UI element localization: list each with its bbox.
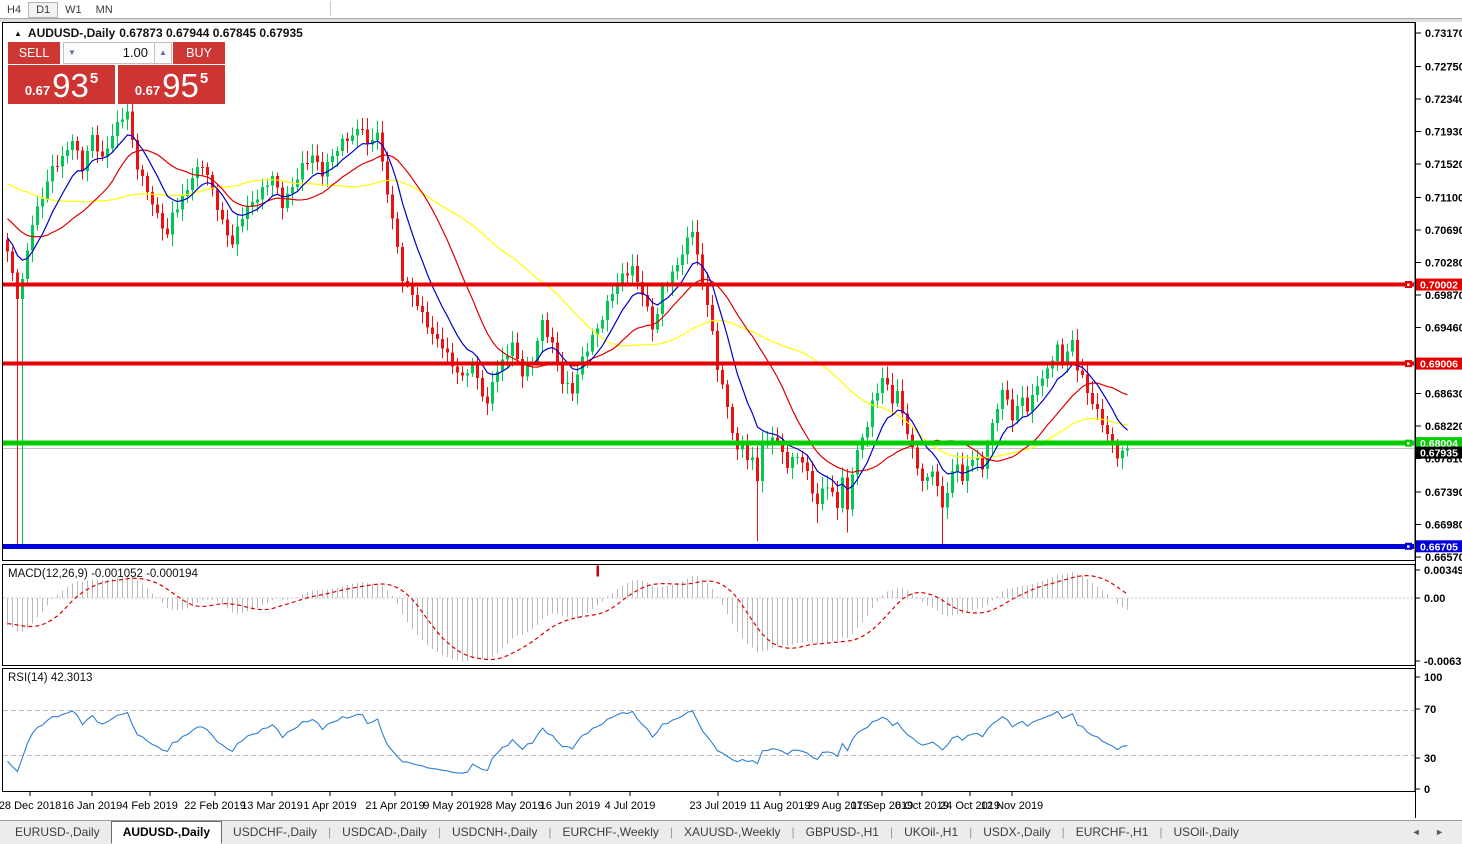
buy-price-pip: 5	[199, 70, 209, 87]
svg-text:0.66705: 0.66705	[1420, 541, 1458, 553]
collapse-triangle-icon[interactable]: ▲	[14, 29, 22, 38]
svg-text:0.68220: 0.68220	[1425, 421, 1462, 433]
buy-price-big: 95	[162, 67, 199, 104]
svg-text:22 Feb 2019: 22 Feb 2019	[184, 800, 246, 812]
buy-price-prefix: 0.67	[134, 83, 161, 98]
tab-xauusd-weekly[interactable]: XAUUSD-,Weekly	[684, 825, 781, 839]
chart-symbol-label: AUDUSD-,Daily	[27, 26, 116, 40]
tab-eurusd-daily[interactable]: EURUSD-,Daily	[15, 825, 100, 839]
chart-ohlc-values: 0.67873 0.67944 0.67845 0.67935	[119, 26, 303, 40]
svg-text:0.72340: 0.72340	[1425, 94, 1462, 106]
svg-text:30: 30	[1424, 753, 1436, 765]
svg-text:16 Jun 2019: 16 Jun 2019	[540, 800, 601, 812]
volume-input[interactable]: 1.00	[80, 42, 154, 64]
svg-text:100: 100	[1424, 672, 1442, 684]
sell-button[interactable]: SELL	[8, 42, 60, 64]
svg-text:0.67935: 0.67935	[1420, 448, 1458, 460]
svg-text:16 Jan 2019: 16 Jan 2019	[62, 800, 123, 812]
svg-text:0.00: 0.00	[1424, 593, 1445, 605]
rsi-label: RSI(14) 42.3013	[8, 672, 93, 684]
svg-text:4 Jul 2019: 4 Jul 2019	[605, 800, 656, 812]
svg-text:0.66980: 0.66980	[1425, 519, 1462, 531]
toolbar-strip	[0, 19, 1462, 22]
svg-text:6 Oct 2019: 6 Oct 2019	[895, 800, 949, 812]
sell-price-pip: 5	[89, 70, 99, 87]
svg-text:9 May 2019: 9 May 2019	[423, 800, 480, 812]
timeframe-button-d1[interactable]: D1	[28, 2, 59, 18]
tab-usoil-daily[interactable]: USOil-,Daily	[1173, 825, 1239, 839]
buy-price-display[interactable]: 0.67 95 5	[118, 65, 225, 104]
svg-text:0.70690: 0.70690	[1425, 225, 1462, 237]
svg-text:28 May 2019: 28 May 2019	[480, 800, 544, 812]
tab-usdcad-daily[interactable]: USDCAD-,Daily	[342, 825, 427, 839]
svg-text:0.70280: 0.70280	[1425, 257, 1462, 269]
svg-text:17 Sep 2019: 17 Sep 2019	[851, 800, 913, 812]
tab-scroll-arrows[interactable]: ◄ ►	[1411, 827, 1450, 837]
svg-text:0.71100: 0.71100	[1425, 192, 1462, 204]
svg-text:0.69006: 0.69006	[1420, 359, 1458, 371]
sell-price-big: 93	[52, 67, 89, 104]
timeframe-button-w1[interactable]: W1	[65, 4, 82, 16]
svg-text:1 Apr 2019: 1 Apr 2019	[303, 800, 356, 812]
tab-eurchf-h1[interactable]: EURCHF-,H1	[1075, 825, 1149, 839]
buy-button[interactable]: BUY	[173, 42, 225, 64]
svg-text:4 Feb 2019: 4 Feb 2019	[122, 800, 178, 812]
svg-text:24 Oct 2019: 24 Oct 2019	[940, 800, 1000, 812]
svg-text:12 Nov 2019: 12 Nov 2019	[981, 800, 1043, 812]
timeframe-button-mn[interactable]: MN	[95, 4, 113, 16]
tab-gbpusd-h1[interactable]: GBPUSD-,H1	[805, 825, 879, 839]
timeframe-button-h4[interactable]: H4	[7, 4, 22, 16]
tab-eurchf-weekly[interactable]: EURCHF-,Weekly	[562, 825, 659, 839]
svg-text:21 Apr 2019: 21 Apr 2019	[365, 800, 424, 812]
svg-text:-0.00637: -0.00637	[1424, 656, 1462, 668]
svg-text:23 Jul 2019: 23 Jul 2019	[690, 800, 747, 812]
tab-divider: |	[969, 825, 973, 839]
tab-divider: |	[889, 825, 894, 839]
symbol-tab-bar: EURUSD-,Daily AUDUSD-,Daily USDCHF-,Daily |…	[0, 820, 1462, 844]
sell-price-display[interactable]: 0.67 93 5	[8, 65, 115, 104]
svg-text:0.66570: 0.66570	[1425, 552, 1462, 564]
macd-label: MACD(12,26,9) -0.001052 -0.000194	[8, 568, 198, 580]
tab-divider: |	[1061, 825, 1065, 839]
svg-text:0.72750: 0.72750	[1425, 61, 1462, 73]
price-chart-canvas[interactable]: 0.73170 0.72750 0.72340 0.71930 0.71520 0.711…	[0, 22, 1462, 818]
svg-text:0.69460: 0.69460	[1425, 323, 1462, 335]
svg-text:0: 0	[1424, 784, 1430, 796]
svg-text:0.70002: 0.70002	[1420, 280, 1458, 292]
one-click-trade-panel: SELL ▼ 1.00 ▲ BUY 0.67 93 5 0.67 95 5	[8, 42, 225, 104]
sell-price-prefix: 0.67	[24, 83, 51, 98]
tab-usdcnh-daily[interactable]: USDCNH-,Daily	[451, 825, 538, 839]
tab-ukoil-h1[interactable]: UKOil-,H1	[904, 825, 959, 839]
volume-decrease-button[interactable]: ▼	[63, 42, 81, 64]
tab-usdchf-daily[interactable]: USDCHF-,Daily	[233, 825, 318, 839]
chart-title: ▲ AUDUSD-,Daily 0.67873 0.67944 0.67845 0.…	[14, 26, 307, 40]
tab-divider: |	[328, 825, 332, 839]
tab-audusd-daily[interactable]: AUDUSD-,Daily	[110, 821, 223, 844]
tab-divider: |	[791, 825, 795, 839]
tab-divider: |	[669, 825, 674, 839]
tab-usdx-daily[interactable]: USDX-,Daily	[983, 825, 1051, 839]
svg-text:28 Dec 2018: 28 Dec 2018	[0, 800, 61, 812]
toolbar-separator	[330, 1, 331, 16]
tab-divider: |	[437, 825, 441, 839]
svg-text:0.73170: 0.73170	[1425, 28, 1462, 40]
svg-text:0.68630: 0.68630	[1425, 388, 1462, 400]
svg-text:0.67390: 0.67390	[1425, 487, 1462, 499]
svg-text:11 Aug 2019: 11 Aug 2019	[750, 800, 811, 812]
tab-divider: |	[548, 825, 552, 839]
svg-text:0.00349: 0.00349	[1424, 565, 1462, 577]
svg-text:0.69870: 0.69870	[1425, 290, 1462, 302]
svg-text:29 Aug 2019: 29 Aug 2019	[807, 800, 869, 812]
svg-text:70: 70	[1424, 704, 1436, 716]
svg-text:13 Mar 2019: 13 Mar 2019	[241, 800, 303, 812]
volume-increase-button[interactable]: ▲	[154, 42, 172, 64]
svg-text:0.71930: 0.71930	[1425, 126, 1462, 138]
timeframe-toolbar: H4 D1 W1 MN	[0, 0, 1462, 19]
tab-divider: |	[1159, 825, 1163, 839]
svg-text:0.71520: 0.71520	[1425, 159, 1462, 171]
chart-window[interactable]: 0.73170 0.72750 0.72340 0.71930 0.71520 0.711…	[0, 22, 1462, 818]
